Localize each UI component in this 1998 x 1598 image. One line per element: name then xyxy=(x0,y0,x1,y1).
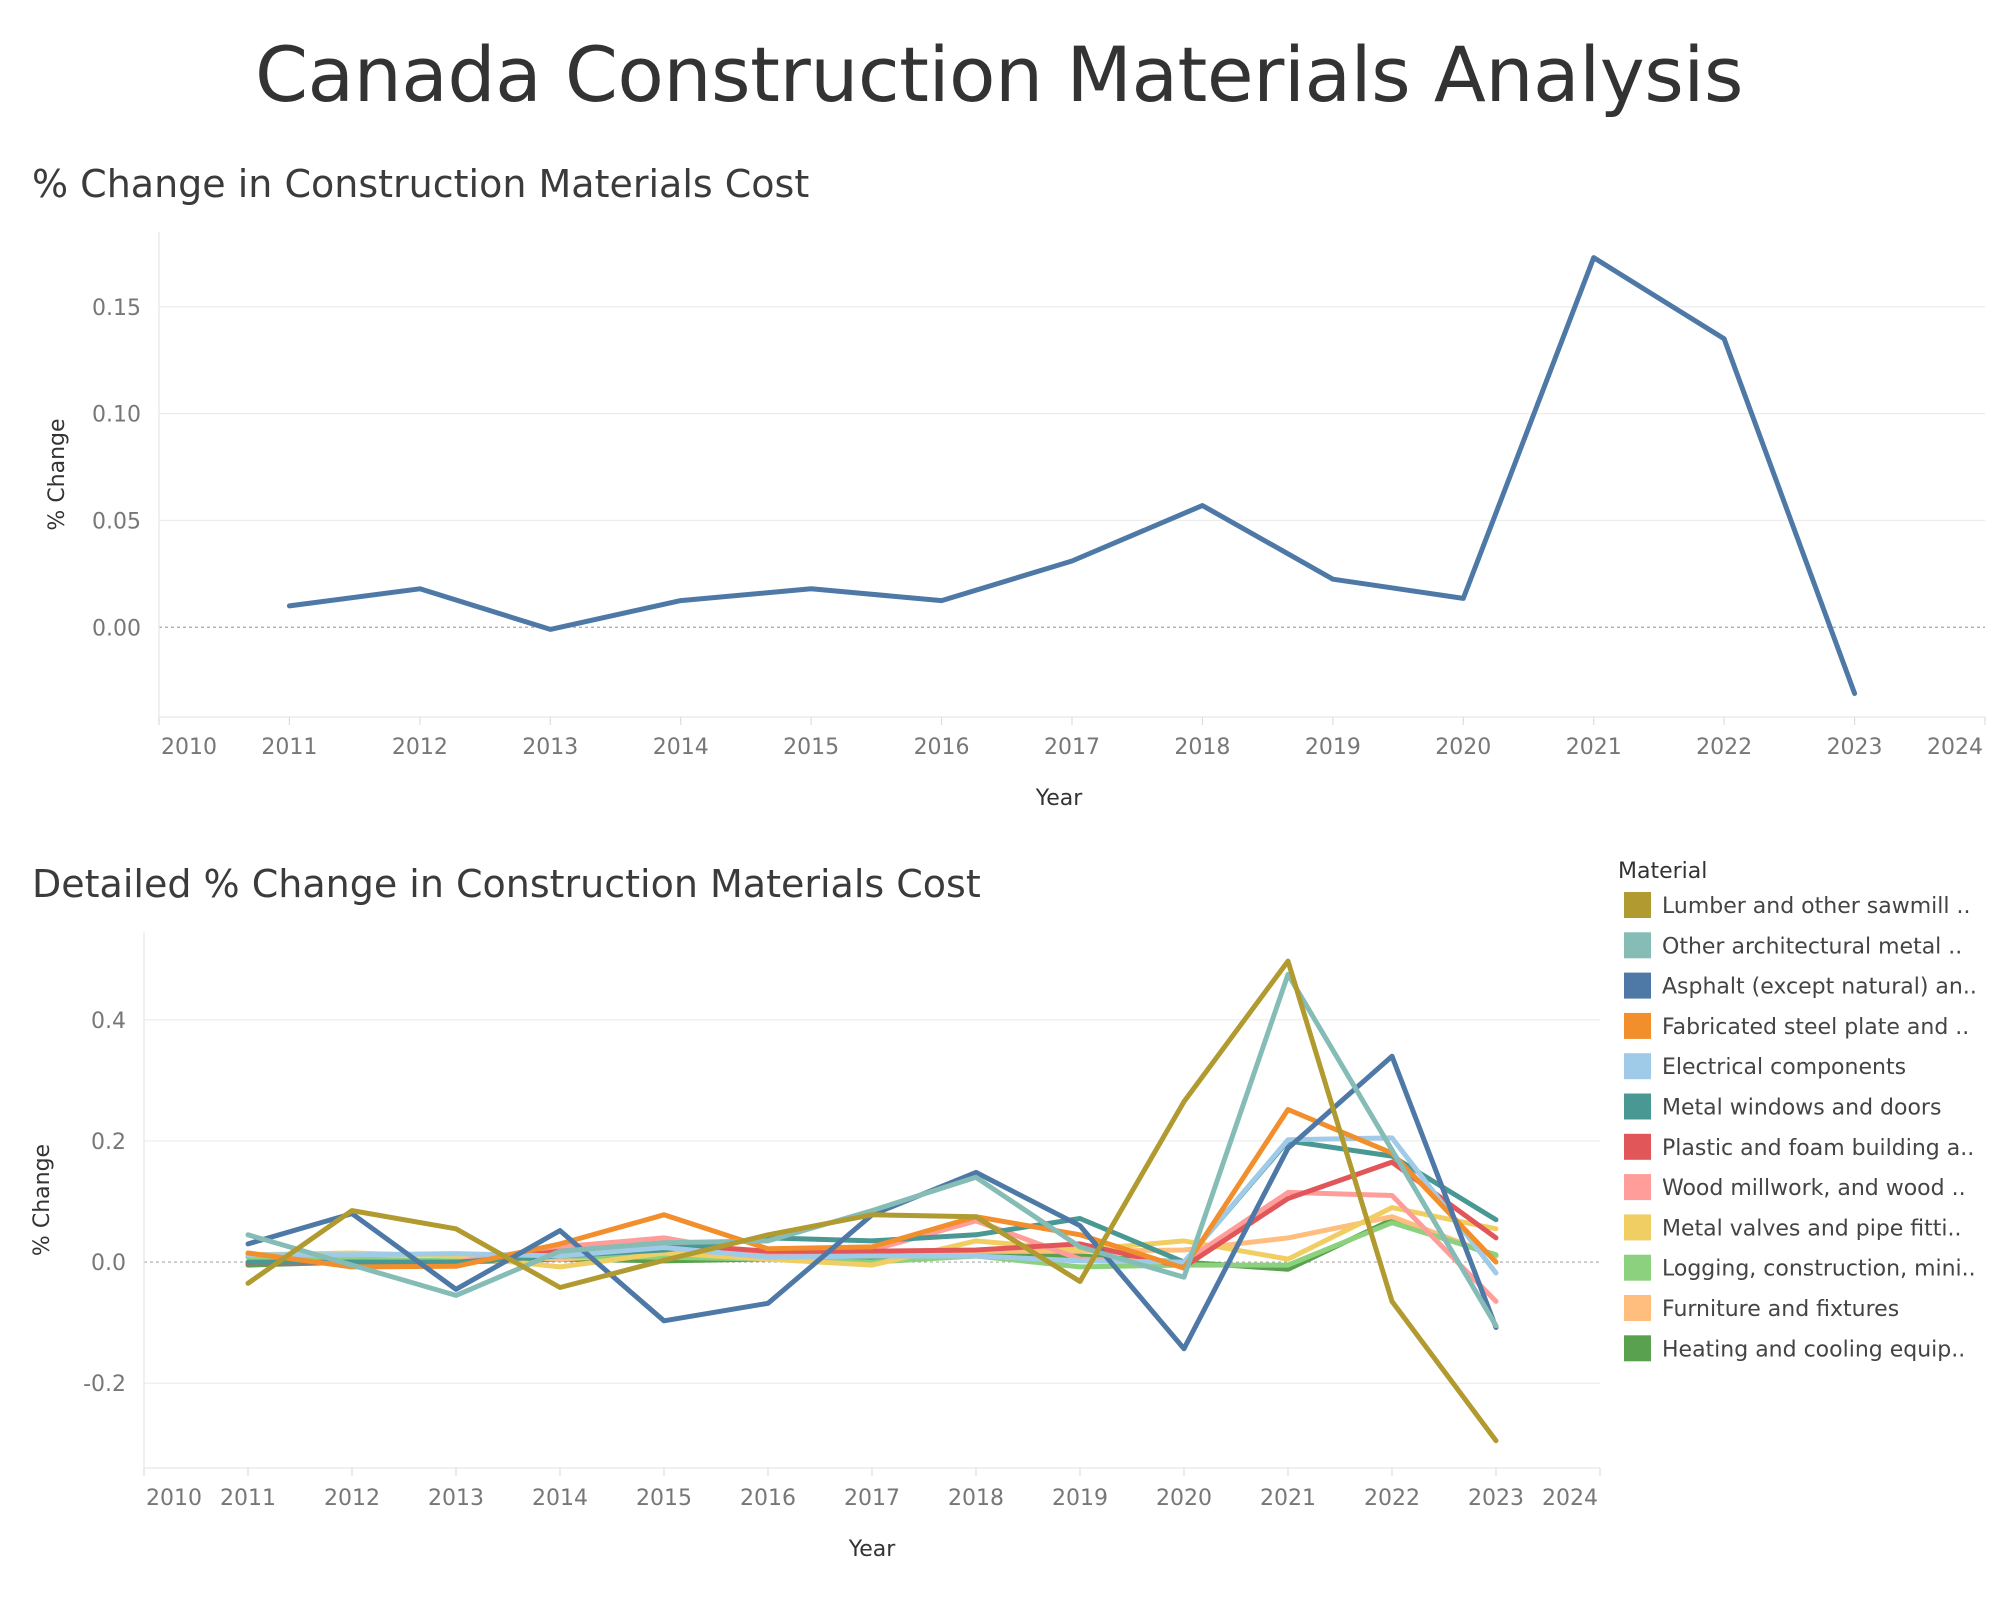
legend-swatch xyxy=(1624,1093,1651,1120)
x-tick-label: 2015 xyxy=(783,735,839,760)
series-line-total xyxy=(286,255,1858,696)
x-tick-label: 2023 xyxy=(1468,1486,1524,1511)
x-tick-label: 2017 xyxy=(844,1486,900,1511)
legend-item[interactable]: Plastic and foam building a.. xyxy=(1624,1133,1974,1161)
legend-swatch xyxy=(1624,972,1651,999)
legend-item[interactable]: Heating and cooling equip.. xyxy=(1624,1335,1965,1362)
legend-swatch xyxy=(1624,1295,1651,1321)
x-tick-label: 2011 xyxy=(220,1486,276,1511)
x-tick-label: 2013 xyxy=(522,735,578,760)
y-tick-label: 0.0 xyxy=(91,1251,126,1276)
y-tick-label: 0.05 xyxy=(92,509,141,534)
series-line-lumber-and-other-sawmill xyxy=(245,958,1499,1444)
legend-swatch xyxy=(1624,1012,1651,1039)
chart-1-summary-line: 0.00 0.05 0.10 0.15 2010 2011 2012 2013 2014 2015… xyxy=(45,232,1986,811)
x-tick-label: 2021 xyxy=(1260,1486,1316,1511)
x-tick-label: 2019 xyxy=(1052,1486,1108,1511)
x-tick-label: 2021 xyxy=(1566,735,1622,760)
legend-item[interactable]: Lumber and other sawmill .. xyxy=(1624,892,1970,919)
x-tick-label: 2010 xyxy=(146,1486,202,1511)
x-tick-label: 2018 xyxy=(1174,735,1230,760)
legend-item[interactable]: Furniture and fixtures xyxy=(1624,1295,1899,1322)
series-line-other-architectural-metal xyxy=(245,971,1499,1329)
x-tick-label: 2012 xyxy=(324,1486,380,1511)
legend-item[interactable]: Asphalt (except natural) an.. xyxy=(1624,972,1977,1000)
x-tick-label: 2020 xyxy=(1435,735,1491,760)
series-line-electrical-components xyxy=(245,1135,1499,1276)
legend-label: Logging, construction, mini.. xyxy=(1662,1257,1976,1282)
legend-swatch xyxy=(1624,892,1651,918)
chart-1-title: % Change in Construction Materials Cost xyxy=(32,162,810,206)
x-tick-label: 2017 xyxy=(1044,735,1100,760)
x-tick-label: 2016 xyxy=(740,1486,796,1511)
legend-item[interactable]: Other architectural metal .. xyxy=(1624,932,1962,959)
x-tick-label: 2018 xyxy=(948,1486,1004,1511)
legend-label: Wood millwork, and wood .. xyxy=(1662,1176,1966,1201)
x-axis-title: Year xyxy=(848,1537,897,1562)
y-tick-label: 0.00 xyxy=(92,616,141,641)
y-tick-label: 0.2 xyxy=(91,1130,126,1155)
legend-swatch xyxy=(1624,932,1651,959)
legend-item[interactable]: Metal valves and pipe fitti.. xyxy=(1624,1214,1962,1241)
legend-swatch xyxy=(1624,1335,1651,1362)
series-line-fabricated-steel-plate-and xyxy=(245,1107,1499,1271)
legend-swatch xyxy=(1624,1053,1651,1080)
x-tick-label: 2010 xyxy=(161,735,217,760)
x-tick-label: 2023 xyxy=(1827,735,1883,760)
x-tick-label: 2022 xyxy=(1696,735,1752,760)
x-tick-label: 2014 xyxy=(653,735,709,760)
legend-swatch xyxy=(1624,1174,1651,1201)
legend-label: Other architectural metal .. xyxy=(1662,934,1962,959)
legend-label: Fabricated steel plate and .. xyxy=(1662,1015,1969,1040)
legend-label: Heating and cooling equip.. xyxy=(1662,1337,1965,1362)
x-tick-label: 2011 xyxy=(261,735,317,760)
y-axis-title: % Change xyxy=(30,1144,55,1256)
legend-label: Lumber and other sawmill .. xyxy=(1662,894,1970,919)
legend-label: Metal valves and pipe fitti.. xyxy=(1662,1216,1962,1241)
legend-swatch xyxy=(1624,1133,1651,1160)
legend-label: Metal windows and doors xyxy=(1662,1096,1941,1121)
legend-item[interactable]: Metal windows and doors xyxy=(1624,1093,1941,1121)
y-axis-title: % Change xyxy=(45,418,70,530)
y-tick-label: 0.15 xyxy=(92,296,141,321)
x-tick-label: 2012 xyxy=(392,735,448,760)
legend-swatch xyxy=(1624,1214,1651,1241)
legend-label: Electrical components xyxy=(1662,1055,1906,1080)
x-tick-label: 2014 xyxy=(532,1486,588,1511)
x-tick-label: 2016 xyxy=(914,735,970,760)
legend-title: Material xyxy=(1618,859,1707,884)
legend-item[interactable]: Electrical components xyxy=(1624,1053,1906,1080)
chart-2-detailed-lines: -0.2 0.0 0.2 0.4 2010 2011 2012 2013 2014 2015 201… xyxy=(30,932,1601,1562)
legend-item[interactable]: Wood millwork, and wood .. xyxy=(1624,1174,1966,1201)
x-axis-title: Year xyxy=(1035,786,1084,811)
legend-item[interactable]: Fabricated steel plate and .. xyxy=(1624,1012,1969,1040)
series-line-asphalt-except-natural-an xyxy=(245,1053,1499,1352)
x-tick-label: 2020 xyxy=(1156,1486,1212,1511)
x-tick-label: 2022 xyxy=(1364,1486,1420,1511)
chart-2-title: Detailed % Change in Construction Materi… xyxy=(32,862,981,906)
y-tick-label: -0.2 xyxy=(83,1372,126,1397)
x-tick-label: 2024 xyxy=(1927,735,1983,760)
legend-item[interactable]: Logging, construction, mini.. xyxy=(1624,1254,1976,1282)
x-tick-label: 2013 xyxy=(428,1486,484,1511)
x-tick-label: 2015 xyxy=(636,1486,692,1511)
legend-label: Asphalt (except natural) an.. xyxy=(1662,975,1977,1000)
legend-label: Furniture and fixtures xyxy=(1662,1297,1899,1322)
legend-swatch xyxy=(1624,1254,1651,1281)
x-tick-label: 2024 xyxy=(1542,1486,1598,1511)
dashboard-title: Canada Construction Materials Analysis xyxy=(254,30,1744,119)
x-tick-label: 2019 xyxy=(1305,735,1361,760)
y-tick-label: 0.4 xyxy=(91,1009,126,1034)
y-tick-label: 0.10 xyxy=(92,403,141,428)
legend-label: Plastic and foam building a.. xyxy=(1662,1136,1974,1161)
series-line-metal-windows-and-doors xyxy=(245,1138,1499,1265)
material-legend[interactable]: Material Lumber and other sawmill .. Other… xyxy=(1618,859,1977,1362)
